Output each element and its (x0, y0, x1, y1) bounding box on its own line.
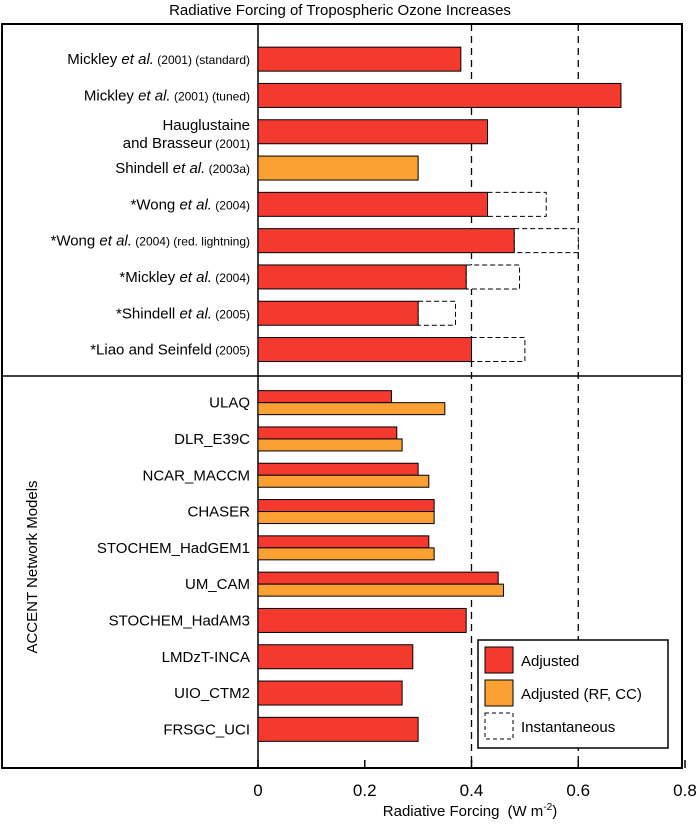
label-part: (2005) (212, 344, 250, 358)
bar-adjusted (257, 571, 499, 585)
label-part: et al. (138, 87, 171, 104)
model-label: LMDzT-INCA (162, 649, 250, 666)
label-part: (2004) (red. lightning) (132, 235, 250, 249)
bar-adjusted (257, 300, 419, 326)
chart-title: Radiative Forcing of Tropospheric Ozone … (169, 2, 511, 19)
bar-adjusted (257, 535, 430, 549)
label-part: et al. (99, 233, 132, 250)
model-label: UM_CAM (185, 576, 250, 593)
bar-adjusted (257, 716, 419, 742)
bar-instantaneous (513, 228, 579, 254)
bar-adjusted (257, 499, 435, 513)
x-tick-label: 0 (253, 781, 262, 800)
label-part: (2004) (212, 198, 250, 212)
bar-instantaneous (487, 191, 547, 217)
legend: Adjusted Adjusted (RF, CC) Instantaneous (477, 639, 669, 749)
legend-label: Adjusted (521, 653, 579, 670)
study-label: *Shindell et al. (2005) (116, 305, 250, 322)
label-part: (2004) (212, 271, 250, 285)
legend-label: Adjusted (RF, CC) (521, 686, 642, 703)
x-tick-label: 0.8 (673, 781, 697, 800)
model-label: NCAR_MACCM (142, 467, 250, 484)
bar-adjusted (257, 644, 414, 670)
bar-adjusted-rf-cc (257, 155, 419, 181)
x-tick-label: 0.2 (353, 781, 377, 800)
label-part: et al. (173, 160, 206, 177)
label-part: *Mickley (119, 269, 179, 286)
bar-instantaneous (417, 300, 456, 326)
bar-adjusted-rf-cc (257, 438, 403, 452)
x-axis-title: Radiative Forcing (383, 803, 500, 820)
bar-instantaneous (465, 264, 521, 290)
bar-adjusted-rf-cc (257, 511, 435, 525)
bar-adjusted (257, 462, 419, 476)
label-part: (2003a) (205, 162, 250, 176)
bar-adjusted (257, 390, 392, 404)
label-part: *Liao and Seinfeld (90, 342, 212, 359)
label-part: Shindell (115, 160, 173, 177)
study-label: *Wong et al. (2004) (131, 196, 250, 213)
bar-instantaneous (471, 337, 526, 363)
bar-adjusted (257, 426, 398, 440)
x-axis-unit-exponent: -2 (543, 802, 552, 813)
bar-adjusted-rf-cc (257, 547, 435, 561)
legend-swatch-instantaneous (484, 712, 514, 740)
bar-adjusted (257, 82, 622, 108)
label-part: Mickley (67, 51, 121, 68)
x-axis-label: Radiative Forcing (W m-2) (383, 802, 557, 820)
group-label: ACCENT Network Models (24, 480, 41, 653)
x-axis-unit-close: ) (552, 803, 557, 820)
bar-adjusted (257, 337, 472, 363)
model-label: UIO_CTM2 (174, 685, 250, 702)
label-part: et al. (179, 196, 212, 213)
study-label: Mickley et al. (2001) (standard) (67, 51, 250, 68)
bar-adjusted (257, 191, 489, 217)
x-axis-unit: (W m (507, 803, 543, 820)
model-label: CHASER (187, 504, 250, 521)
label-part: et al. (179, 269, 212, 286)
label-part: *Shindell (116, 305, 179, 322)
study-label: Hauglustaine (162, 117, 250, 134)
bar-adjusted (257, 607, 467, 633)
model-label: STOCHEM_HadGEM1 (97, 540, 250, 557)
bar-adjusted (257, 119, 489, 145)
label-part: et al. (121, 51, 154, 68)
label-part: Hauglustaine (162, 117, 250, 134)
legend-swatch-adjusted-rf-cc (484, 679, 514, 707)
bar-adjusted (257, 264, 467, 290)
bar-adjusted (257, 228, 515, 254)
label-part: *Wong (131, 196, 180, 213)
study-label: Mickley et al. (2001) (tuned) (84, 87, 250, 104)
study-label: *Mickley et al. (2004) (119, 269, 250, 286)
bar-adjusted (257, 680, 403, 706)
model-label: FRSGC_UCI (163, 721, 250, 738)
model-label: ULAQ (209, 395, 250, 412)
x-tick-label: 0.6 (566, 781, 590, 800)
legend-swatch-adjusted (484, 646, 514, 674)
label-part: et al. (179, 305, 212, 322)
study-label: *Wong et al. (2004) (red. lightning) (50, 233, 250, 250)
label-part: *Wong (50, 233, 99, 250)
study-label: *Liao and Seinfeld (2005) (90, 342, 250, 359)
bar-adjusted (257, 46, 462, 72)
label-part: (2005) (212, 307, 250, 321)
bar-adjusted-rf-cc (257, 583, 505, 597)
plot-frame (1, 23, 683, 769)
study-label: and Brasseur (2001) (123, 135, 250, 152)
x-tick-label: 0.4 (460, 781, 484, 800)
bar-adjusted-rf-cc (257, 402, 446, 416)
label-part: (2001) (standard) (154, 53, 250, 67)
label-part: and Brasseur (123, 135, 212, 152)
label-part: (2001) (212, 137, 250, 151)
study-label: Shindell et al. (2003a) (115, 160, 250, 177)
model-label: DLR_E39C (174, 431, 250, 448)
label-part: (2001) (tuned) (171, 89, 250, 103)
model-label: STOCHEM_HadAM3 (109, 612, 250, 629)
legend-label: Instantaneous (521, 719, 615, 736)
label-part: Mickley (84, 87, 138, 104)
bar-adjusted-rf-cc (257, 474, 430, 488)
